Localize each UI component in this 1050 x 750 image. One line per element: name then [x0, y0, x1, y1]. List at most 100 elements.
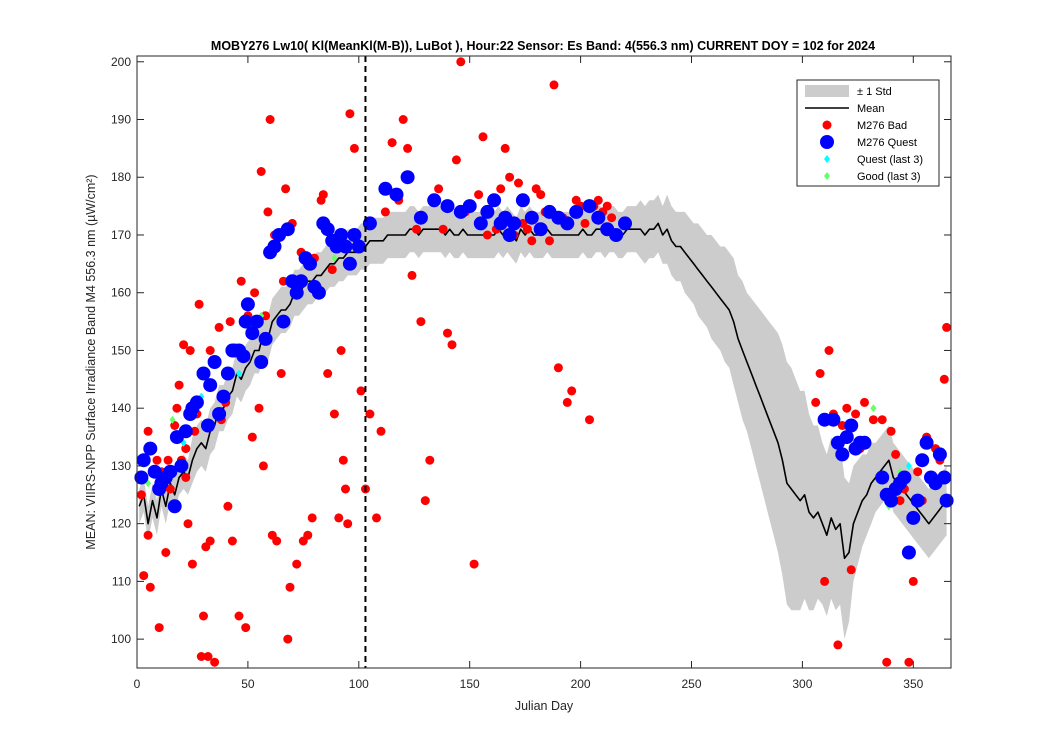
bad-point [387, 138, 397, 148]
bad-point [846, 565, 856, 575]
quest-point [427, 193, 442, 208]
legend-box [796, 79, 940, 187]
quest-point [915, 453, 930, 468]
bad-point [820, 576, 830, 586]
y-axis: 100 110 120 130 140 150 160 170 180 190 200 [111, 55, 951, 646]
x-axis: 0 50 100 150 200 250 300 350 [134, 56, 924, 691]
quest-point [347, 228, 362, 242]
bad-point [420, 496, 430, 506]
bad-point [272, 536, 282, 546]
quest-point [473, 216, 488, 231]
good-last3-point [870, 404, 877, 413]
x-tick-label: 100 [349, 677, 369, 691]
quest-point [189, 395, 204, 410]
quest-last3-point [905, 461, 912, 470]
quest-point [240, 297, 255, 312]
x-tick-label: 50 [241, 677, 255, 691]
bad-point [303, 530, 313, 540]
bad-point [227, 536, 237, 546]
bad-point [365, 409, 375, 419]
bad-point [416, 317, 426, 327]
quest-point [294, 274, 309, 289]
quest-point [254, 355, 269, 369]
bad-point [283, 634, 293, 644]
bad-point [522, 224, 532, 234]
bad-point [913, 467, 923, 477]
legend-swatch [824, 155, 830, 163]
bad-point [895, 496, 905, 506]
quest-point [238, 314, 253, 329]
bad-point [263, 207, 273, 217]
quest-point [147, 464, 162, 479]
bad-point [143, 530, 153, 540]
quest-point [487, 193, 502, 208]
bad-point [811, 397, 821, 407]
bad-point [307, 513, 317, 523]
quest-point [901, 545, 916, 560]
quest-point [932, 447, 947, 462]
legend-entry-good_last3: Good (last 3) [824, 171, 921, 183]
quest-point [507, 216, 522, 231]
bad-point [482, 230, 492, 240]
bad-point [474, 190, 484, 200]
bad-point [412, 224, 421, 234]
bad-point [250, 288, 260, 298]
quest-point [389, 187, 404, 202]
legend-label: Good (last 3) [857, 171, 921, 183]
y-tick-label: 190 [111, 113, 131, 127]
bad-point [258, 461, 268, 471]
chart-title: MOBY276 Lw10( Kl(MeanKl(M-B)), LuBot ), … [211, 39, 875, 53]
legend-entry-quest_last3: Quest (last 3) [824, 154, 923, 166]
quest-point [835, 447, 850, 462]
bad-point [527, 236, 537, 246]
quest-point [289, 285, 304, 300]
bad-point [336, 346, 346, 355]
x-tick-label: 300 [792, 677, 812, 691]
quest-point [201, 418, 215, 433]
bad-point [505, 172, 515, 182]
quest-point [280, 222, 295, 237]
bad-point [203, 652, 213, 661]
quest-last3-points-layer [180, 369, 912, 470]
x-tick-label: 350 [903, 677, 923, 691]
bad-point [161, 548, 171, 557]
y-tick-label: 170 [111, 228, 131, 242]
bad-point [254, 403, 264, 413]
quest-point [826, 412, 841, 427]
quest-point [897, 470, 912, 485]
quest-point [342, 256, 357, 271]
bad-point [403, 143, 413, 153]
bad-point [456, 57, 466, 67]
quest-point [134, 470, 149, 485]
quest-point [591, 210, 606, 225]
bad-point [585, 415, 594, 425]
bad-point [334, 513, 344, 523]
y-tick-label: 100 [111, 632, 131, 646]
bad-point [380, 207, 390, 217]
y-tick-label: 150 [111, 343, 131, 357]
legend-swatch [805, 85, 849, 97]
bad-point [443, 328, 452, 338]
bad-point [545, 236, 554, 246]
y-tick-label: 180 [111, 170, 131, 184]
bad-point [343, 519, 353, 529]
bad-point [939, 374, 949, 384]
bad-point [341, 484, 350, 494]
bad-point [398, 115, 408, 124]
quest-point [515, 193, 530, 208]
bad-point [223, 501, 233, 511]
quest-point [320, 222, 335, 237]
bad-point [372, 513, 381, 523]
quest-point [216, 389, 231, 404]
quest-point [839, 430, 854, 445]
bad-point [602, 201, 612, 211]
legend-label: ± 1 Std [857, 86, 892, 98]
bad-point [256, 167, 266, 176]
bad-point [536, 190, 546, 200]
bad-point [376, 426, 386, 436]
bad-point [225, 317, 235, 327]
bad-point [553, 363, 563, 373]
bad-point [447, 340, 457, 350]
bad-point [285, 582, 295, 592]
